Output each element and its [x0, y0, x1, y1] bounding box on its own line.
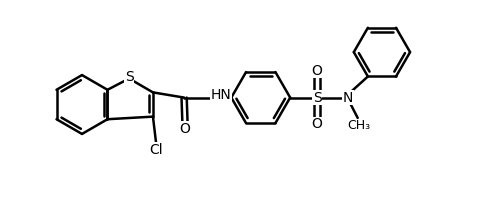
Text: Cl: Cl — [150, 143, 163, 157]
Text: O: O — [312, 117, 323, 131]
Text: HN: HN — [211, 88, 231, 102]
Text: O: O — [180, 122, 191, 136]
Text: S: S — [312, 91, 322, 105]
Text: CH₃: CH₃ — [347, 119, 370, 132]
Text: N: N — [343, 91, 353, 105]
Text: O: O — [312, 64, 323, 78]
Text: S: S — [125, 70, 133, 84]
